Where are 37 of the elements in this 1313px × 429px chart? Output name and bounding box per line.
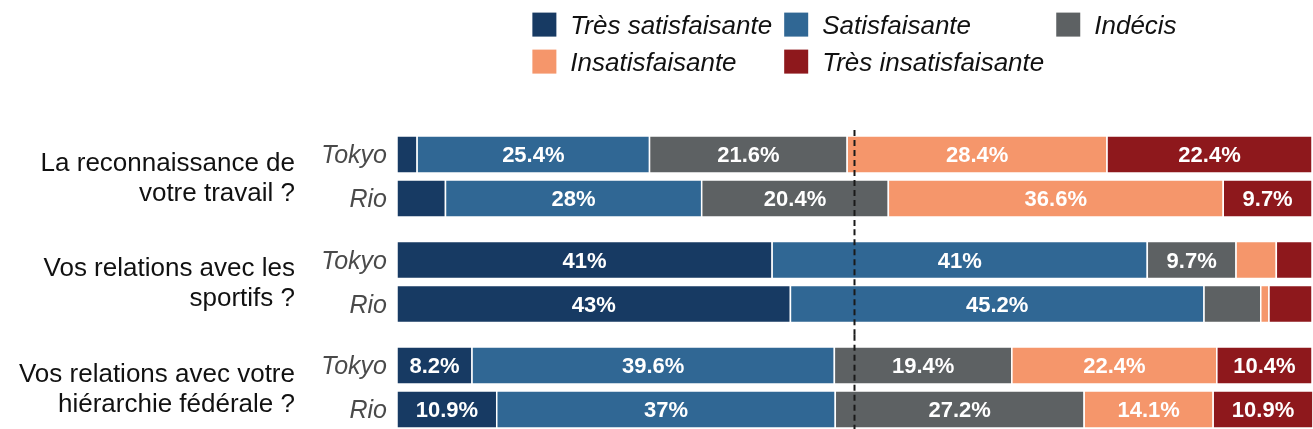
data-label: 14.1%	[1117, 397, 1180, 423]
y-tick-label: Tokyo	[321, 245, 388, 274]
data-label: 41%	[937, 247, 982, 273]
data-label: 20.4%	[763, 186, 827, 212]
data-label: 22.4%	[1178, 142, 1241, 168]
y-tick-label: Tokyo	[321, 140, 388, 169]
data-label: 39.6%	[622, 353, 685, 379]
y-tick-label: Rio	[349, 395, 388, 424]
data-label: 10.9%	[415, 397, 479, 423]
legend-label: Indécis	[1094, 9, 1177, 40]
y-tick-label: Tokyo	[321, 351, 388, 380]
data-label: 10.9%	[1231, 397, 1295, 423]
data-label: 45.2%	[966, 291, 1029, 317]
data-label: 9.7%	[1242, 186, 1293, 212]
legend-label: Satisfaisante	[822, 9, 972, 40]
y-tick-label: Rio	[349, 289, 388, 318]
data-label: 41%	[562, 247, 607, 273]
data-label: 28.4%	[945, 142, 1009, 168]
y-tick-label: Rio	[349, 184, 388, 213]
y-axis-title: La reconnaissance de votre travail ?	[40, 146, 295, 207]
y-axis-title: Vos relations avec votre hiérarchie fédérale ?	[18, 357, 295, 418]
data-label: 28%	[551, 186, 596, 212]
data-label: 10.4%	[1233, 353, 1296, 379]
data-label: 27.2%	[928, 397, 991, 423]
data-label: 25.4%	[502, 142, 565, 168]
y-axis-title: Vos relations avec les sportifs ?	[43, 252, 295, 313]
data-label: 22.4%	[1083, 353, 1146, 379]
data-label: 36.6%	[1024, 186, 1087, 212]
legend-label: Très insatisfaisante	[822, 46, 1045, 77]
data-label: 8.2%	[409, 353, 460, 379]
data-label: 43%	[571, 291, 616, 317]
data-label: 21.6%	[717, 142, 780, 168]
data-label: 37%	[643, 397, 689, 423]
legend-label: Insatisfaisante	[570, 46, 737, 77]
data-label: 9.7%	[1166, 247, 1217, 273]
data-label: 19.4%	[891, 353, 955, 379]
legend-label: Très satisfaisante	[570, 9, 773, 40]
